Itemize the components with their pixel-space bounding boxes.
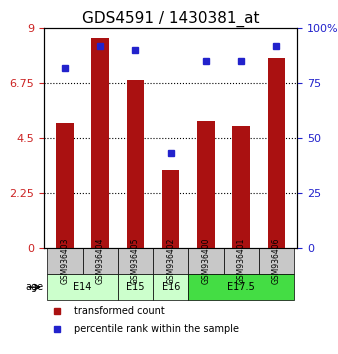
Bar [267, 58, 285, 248]
Text: E17.5: E17.5 [227, 282, 255, 292]
FancyBboxPatch shape [47, 274, 118, 300]
Text: GSM936401: GSM936401 [237, 238, 246, 284]
Bar [162, 170, 179, 248]
Text: GSM936400: GSM936400 [201, 238, 210, 284]
Text: percentile rank within the sample: percentile rank within the sample [74, 324, 239, 334]
FancyBboxPatch shape [153, 248, 188, 274]
FancyBboxPatch shape [47, 248, 83, 274]
Text: GSM936403: GSM936403 [61, 238, 70, 284]
Text: GSM936405: GSM936405 [131, 238, 140, 284]
Text: E16: E16 [162, 282, 180, 292]
FancyBboxPatch shape [118, 274, 153, 300]
Text: age: age [26, 282, 44, 292]
FancyBboxPatch shape [153, 274, 188, 300]
Bar [92, 38, 109, 248]
Bar [197, 121, 215, 248]
FancyBboxPatch shape [118, 248, 153, 274]
Text: E14: E14 [73, 282, 92, 292]
Bar [232, 126, 250, 248]
FancyBboxPatch shape [188, 248, 223, 274]
Text: E15: E15 [126, 282, 145, 292]
Title: GDS4591 / 1430381_at: GDS4591 / 1430381_at [82, 11, 260, 27]
FancyBboxPatch shape [83, 248, 118, 274]
Text: GSM936404: GSM936404 [96, 238, 105, 284]
Text: GSM936406: GSM936406 [272, 238, 281, 284]
Bar [127, 80, 144, 248]
Bar [56, 124, 74, 248]
FancyBboxPatch shape [223, 248, 259, 274]
FancyBboxPatch shape [188, 274, 294, 300]
Text: transformed count: transformed count [74, 307, 165, 316]
FancyBboxPatch shape [259, 248, 294, 274]
Text: GSM936402: GSM936402 [166, 238, 175, 284]
